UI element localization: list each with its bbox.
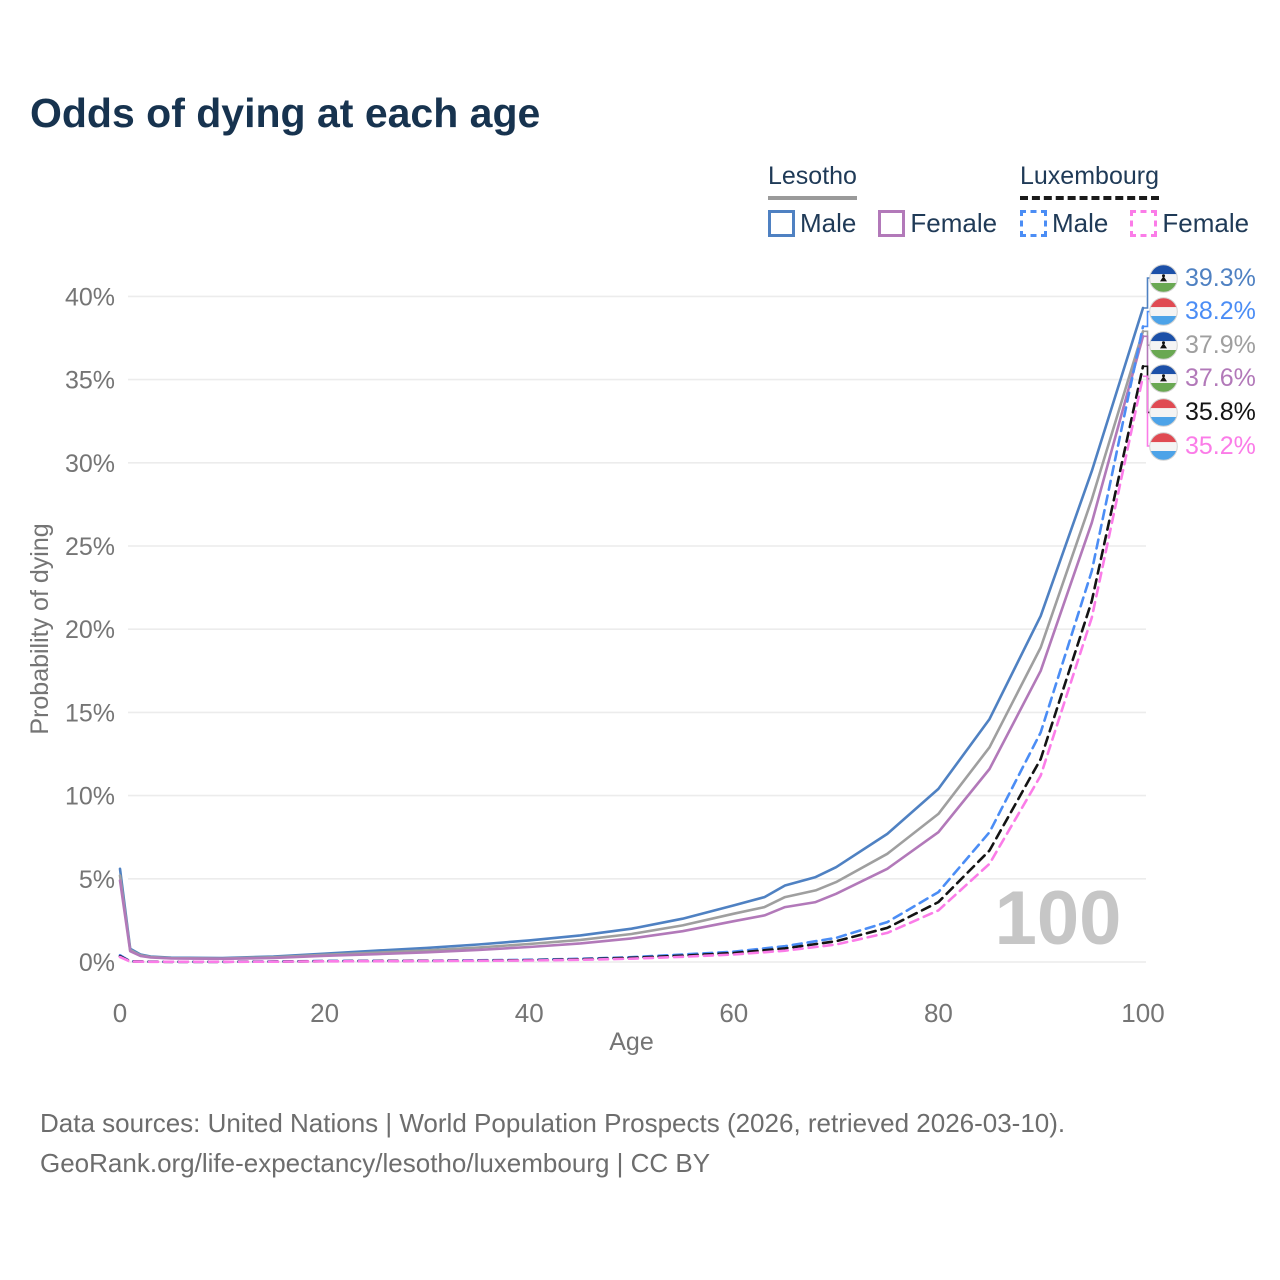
- end-label-lesotho-both: 37.9%: [1149, 330, 1256, 360]
- lesotho-female-swatch-icon[interactable]: [878, 210, 906, 237]
- y-axis-title: Probability of dying: [26, 523, 54, 734]
- end-label-lesotho-female: 37.6%: [1149, 364, 1256, 394]
- end-label-luxembourg-both: 35.8%: [1149, 397, 1256, 427]
- y-tick-label: 35%: [65, 367, 115, 395]
- legend-title-luxembourg: Luxembourg: [1020, 162, 1159, 200]
- y-tick-label: 40%: [65, 283, 115, 311]
- series-line-luxembourg-male: [118, 325, 1145, 964]
- series-line-lesotho-female: [118, 335, 1145, 961]
- end-label-lesotho-male: 39.3%: [1149, 263, 1256, 293]
- lesotho-flag-icon: [1149, 364, 1178, 394]
- x-axis-title: Age: [609, 1028, 653, 1056]
- luxembourg-female-swatch-icon[interactable]: [1130, 210, 1158, 237]
- legend-item-label: Female: [910, 208, 998, 238]
- legend-group-lesotho: Lesotho Male Female: [768, 162, 997, 239]
- y-tick-label: 25%: [65, 533, 115, 561]
- luxembourg-flag-icon: [1149, 398, 1178, 427]
- legend-item-label: Female: [1162, 208, 1250, 238]
- lesotho-flag-icon: [1149, 330, 1178, 360]
- lesotho-flag-icon: [1149, 263, 1178, 293]
- luxembourg-male-swatch-icon[interactable]: [1020, 210, 1047, 237]
- legend-item-lesotho-female[interactable]: Female: [878, 208, 997, 239]
- legend-group-luxembourg: Luxembourg Male Female: [1020, 162, 1249, 239]
- series-line-luxembourg-both-sexes: [118, 365, 1145, 964]
- x-tick-label: 20: [310, 998, 339, 1028]
- legend-item-label: Male: [1052, 208, 1109, 238]
- end-value: 35.2%: [1185, 431, 1256, 460]
- page-title: Odds of dying at each age: [30, 90, 541, 136]
- x-tick-label: 40: [515, 998, 544, 1028]
- x-tick-label: 60: [719, 998, 748, 1028]
- legend-item-label: Male: [800, 208, 857, 238]
- x-tick-label: 100: [1121, 998, 1164, 1028]
- y-tick-label: 15%: [65, 699, 115, 727]
- data-sources-note: Data sources: United Nations | World Pop…: [40, 1108, 1066, 1138]
- age-watermark: 100: [995, 876, 1122, 961]
- end-value: 37.6%: [1185, 364, 1256, 393]
- legend-item-luxembourg-female[interactable]: Female: [1130, 208, 1249, 239]
- y-tick-label: 10%: [65, 783, 115, 811]
- end-label-luxembourg-male: 38.2%: [1149, 297, 1256, 327]
- end-value: 35.8%: [1185, 397, 1256, 426]
- y-tick-label: 5%: [79, 866, 115, 894]
- end-value: 38.2%: [1185, 297, 1256, 326]
- x-tick-label: 0: [113, 998, 127, 1028]
- y-tick-label: 30%: [65, 450, 115, 478]
- x-tick-label: 80: [924, 998, 953, 1028]
- end-value: 37.9%: [1185, 330, 1256, 359]
- end-value: 39.3%: [1185, 263, 1256, 292]
- end-label-luxembourg-female: 35.2%: [1149, 431, 1256, 461]
- legend-item-luxembourg-male[interactable]: Male: [1020, 208, 1108, 239]
- legend-item-lesotho-male[interactable]: Male: [768, 208, 856, 239]
- series-line-luxembourg-female: [118, 375, 1145, 964]
- lesotho-male-swatch-icon[interactable]: [768, 210, 795, 237]
- luxembourg-flag-icon: [1149, 297, 1178, 326]
- legend-title-lesotho: Lesotho: [768, 162, 857, 200]
- source-url-note: GeoRank.org/life-expectancy/lesotho/luxe…: [40, 1148, 711, 1178]
- y-tick-label: 20%: [65, 616, 115, 644]
- y-tick-label: 0%: [79, 949, 115, 977]
- series-line-lesotho-male: [118, 306, 1145, 960]
- luxembourg-flag-icon: [1149, 431, 1178, 461]
